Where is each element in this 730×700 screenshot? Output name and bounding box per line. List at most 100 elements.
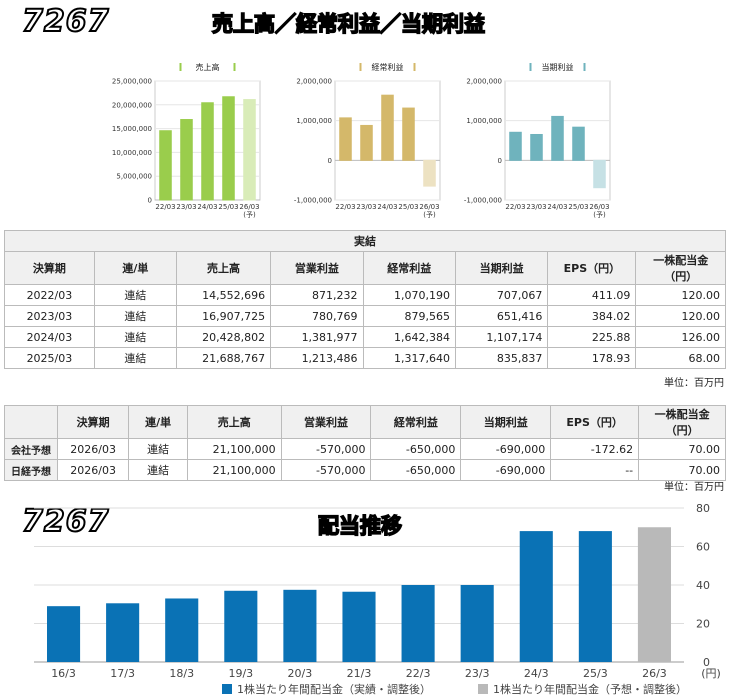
x-sub-label: (予) <box>593 211 606 219</box>
x-tick-label: 21/3 <box>347 667 372 680</box>
x-tick-label: 25/03 <box>398 203 418 211</box>
table-cell: 2023/03 <box>4 305 95 327</box>
table-cell: 70.00 <box>638 459 726 481</box>
x-tick-label: 23/03 <box>526 203 546 211</box>
x-tick-label: 24/03 <box>547 203 567 211</box>
legend-swatch <box>413 63 416 71</box>
y-tick-label: 10,000,000 <box>112 149 152 157</box>
bar <box>381 94 394 161</box>
table-cell: 2024/03 <box>4 326 95 348</box>
table-cell: 2025/03 <box>4 347 95 369</box>
x-tick-label: 26/3 <box>642 667 667 680</box>
bar <box>222 96 235 201</box>
column-header: 営業利益 <box>280 405 372 439</box>
table-cell: 384.02 <box>547 305 637 327</box>
x-tick-label: 26/03 <box>419 203 439 211</box>
dividend-title: 配当推移 <box>317 513 403 539</box>
table-row: 会社予想 2026/03 連結 21,100,000 -570,000 -650,000-… <box>4 438 726 460</box>
column-header: 決算期 <box>4 251 95 285</box>
bar <box>165 598 199 662</box>
table-cell: 連結 <box>93 284 177 306</box>
forecast-table: 決算期 連/単 売上高 営業利益 経常利益 当期利益 EPS（円） 一株配当金（円） 会社予想… <box>4 405 726 481</box>
bar <box>519 531 553 662</box>
x-tick-label: 19/3 <box>228 667 253 680</box>
column-header: 経常利益 <box>370 405 462 439</box>
column-header: EPS（円） <box>550 405 640 439</box>
bar <box>460 585 494 662</box>
table-cell: 120.00 <box>635 284 726 306</box>
table-cell: 2026/03 <box>56 459 130 481</box>
y-tick-label: 1,000,000 <box>466 117 502 125</box>
bar <box>401 585 435 662</box>
table-cell: 70.00 <box>638 438 726 460</box>
bar <box>572 126 585 161</box>
x-tick-label: 24/3 <box>524 667 549 680</box>
legend-swatch <box>222 684 232 694</box>
legend-swatch <box>233 63 236 71</box>
x-tick-label: 17/3 <box>110 667 135 680</box>
x-tick-label: 20/3 <box>288 667 313 680</box>
y-tick-label: 80 <box>696 502 710 515</box>
x-tick-label: 25/03 <box>568 203 588 211</box>
bar <box>593 159 606 189</box>
y-tick-label: 1,000,000 <box>296 117 332 125</box>
y-tick-label: 25,000,000 <box>112 78 152 86</box>
chart-legend: 経常利益 <box>359 62 416 72</box>
table-cell: 20,428,802 <box>175 326 272 348</box>
x-tick-label: 25/03 <box>218 203 238 211</box>
x-tick-label: 22/03 <box>335 203 355 211</box>
column-header: 一株配当金（円） <box>635 251 726 285</box>
y-tick-label: 20,000,000 <box>112 101 152 109</box>
table-cell: 1,107,174 <box>454 326 549 348</box>
table-cell: 871,232 <box>270 284 364 306</box>
table-cell: 連結 <box>128 459 188 481</box>
bar <box>360 124 373 161</box>
table-cell: 780,769 <box>270 305 364 327</box>
bar <box>47 606 81 662</box>
table-cell: 707,067 <box>454 284 549 306</box>
column-header: 一株配当金（円） <box>638 405 726 439</box>
bar <box>509 131 522 161</box>
table-cell: 1,317,640 <box>362 347 456 369</box>
y-unit-label: (円) <box>701 667 721 680</box>
table-cell: -570,000 <box>280 459 372 481</box>
bar <box>224 590 258 662</box>
legend-swatch <box>529 63 532 71</box>
x-sub-label: (予) <box>423 211 436 219</box>
table-cell: -570,000 <box>280 438 372 460</box>
bar <box>339 117 352 161</box>
column-header: 営業利益 <box>270 251 364 285</box>
table-cell: 2022/03 <box>4 284 95 306</box>
table-cell: 2026/03 <box>56 438 130 460</box>
y-tick-label: 2,000,000 <box>466 78 502 86</box>
x-tick-label: 23/03 <box>356 203 376 211</box>
y-tick-label: 20 <box>696 618 710 631</box>
table-cell: 14,552,696 <box>175 284 272 306</box>
results-group-header: 実結 <box>4 230 726 252</box>
x-sub-label: (予) <box>243 211 256 219</box>
column-header: 売上高 <box>175 251 272 285</box>
table-cell: 日経予想 <box>4 459 58 481</box>
table-cell: 411.09 <box>547 284 637 306</box>
table-cell: 1,381,977 <box>270 326 364 348</box>
table-cell: -- <box>550 459 640 481</box>
column-header: 当期利益 <box>454 251 549 285</box>
table-cell: -650,000 <box>370 459 462 481</box>
table-row: 2022/03 連結 14,552,696 871,232 1,070,190 707,0… <box>4 284 726 306</box>
y-tick-label: -1,000,000 <box>294 197 332 205</box>
forecast-unit: 単位：百万円 <box>664 482 724 493</box>
y-tick-label: 5,000,000 <box>116 173 152 181</box>
bar <box>530 133 543 161</box>
x-tick-label: 26/03 <box>589 203 609 211</box>
chart-title: 当期利益 <box>542 62 574 72</box>
bar <box>243 99 256 201</box>
table-cell: 225.88 <box>547 326 637 348</box>
bar <box>423 159 436 187</box>
legend-swatch <box>359 63 362 71</box>
column-header: 当期利益 <box>460 405 552 439</box>
column-header: 連/単 <box>128 405 188 439</box>
column-header: 連/単 <box>93 251 177 285</box>
table-cell: -650,000 <box>370 438 462 460</box>
y-tick-label: 40 <box>696 579 710 592</box>
